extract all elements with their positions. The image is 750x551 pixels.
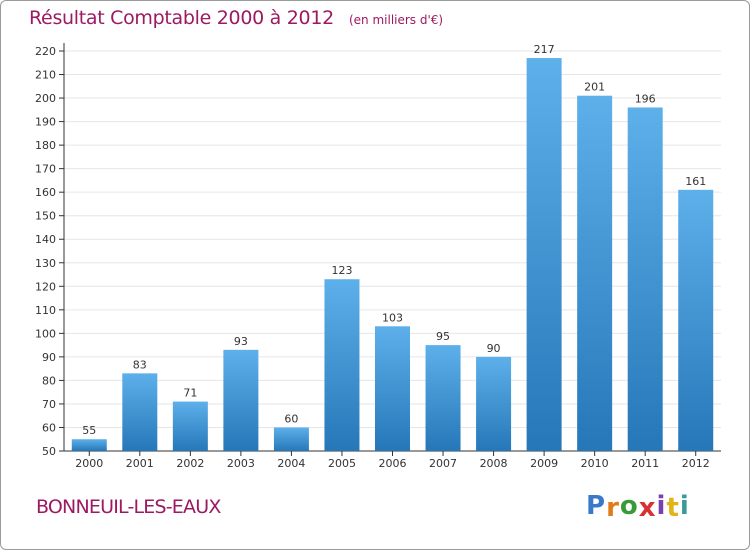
value-label: 90 — [487, 342, 501, 355]
x-tick-label: 2007 — [429, 457, 457, 470]
x-tick-label: 2010 — [581, 457, 609, 470]
y-tick-label: 170 — [35, 163, 56, 176]
y-tick-label: 80 — [42, 374, 56, 387]
y-tick-label: 60 — [42, 421, 56, 434]
proxiti-logo: Proxiti — [586, 491, 690, 523]
y-tick-label: 150 — [35, 210, 56, 223]
bar-2003 — [223, 349, 259, 451]
x-tick-label: 2009 — [530, 457, 558, 470]
y-tick-label: 180 — [35, 139, 56, 152]
value-label: 103 — [382, 311, 403, 324]
y-tick-label: 220 — [35, 45, 56, 58]
y-tick-label: 120 — [35, 280, 56, 293]
x-tick-label: 2001 — [126, 457, 154, 470]
bar-2007 — [425, 345, 461, 451]
y-tick-label: 200 — [35, 92, 56, 105]
value-label: 71 — [183, 387, 197, 400]
value-label: 201 — [584, 81, 605, 94]
y-tick-label: 110 — [35, 304, 56, 317]
labels: 50 60 70 80 90 100 110 120 130 140 150 160 170 180 190… — [35, 43, 710, 470]
bar-2002 — [172, 401, 208, 451]
value-label: 93 — [234, 335, 248, 348]
bar-2005 — [324, 279, 360, 451]
value-label: 217 — [534, 43, 555, 56]
logo-letter: i — [656, 491, 667, 521]
x-tick-label: 2004 — [277, 457, 305, 470]
y-tick-label: 160 — [35, 186, 56, 199]
city-name: BONNEUIL-LES-EAUX — [36, 496, 221, 518]
y-tick-label: 70 — [42, 398, 56, 411]
bar-2009 — [526, 58, 562, 451]
value-label: 161 — [685, 175, 706, 188]
value-label: 95 — [436, 330, 450, 343]
bar-2008 — [476, 356, 512, 451]
chart-title: Résultat Comptable 2000 à 2012 — [29, 7, 334, 29]
x-tick-label: 2002 — [176, 457, 204, 470]
x-tick-label: 2008 — [480, 457, 508, 470]
x-tick-label: 2003 — [227, 457, 255, 470]
bar-2010 — [577, 95, 613, 452]
x-tick-label: 2006 — [379, 457, 407, 470]
y-tick-label: 50 — [42, 445, 56, 458]
bar-2006 — [375, 326, 410, 451]
logo-letter: x — [638, 493, 657, 523]
y-tick-label: 210 — [35, 69, 56, 82]
y-tick-label: 90 — [42, 351, 56, 364]
y-tick-label: 130 — [35, 257, 56, 270]
x-tick-label: 2000 — [75, 457, 103, 470]
chart-unit: (en milliers d'€) — [348, 13, 444, 27]
logo-letter: P — [586, 491, 607, 521]
value-label: 83 — [133, 358, 147, 371]
logo-letter: o — [619, 491, 639, 521]
value-label: 196 — [635, 92, 656, 105]
x-tick-label: 2012 — [682, 457, 710, 470]
y-tick-label: 140 — [35, 233, 56, 246]
bar-2004 — [273, 427, 309, 451]
value-label: 123 — [331, 264, 352, 277]
logo-letter: t — [666, 493, 680, 523]
bar-2011 — [627, 107, 663, 452]
logo-letter: r — [606, 493, 620, 523]
logo-letter: i — [679, 491, 690, 521]
y-tick-label: 190 — [35, 116, 56, 129]
bar-2012 — [678, 189, 714, 451]
x-tick-label: 2011 — [631, 457, 659, 470]
value-label: 60 — [284, 412, 298, 425]
title-row: Résultat Comptable 2000 à 2012 (en milli… — [29, 7, 443, 29]
bars — [71, 58, 714, 452]
bar-2000 — [71, 439, 107, 451]
x-tick-label: 2005 — [328, 457, 356, 470]
value-label: 55 — [82, 424, 96, 437]
bar-2001 — [122, 373, 158, 451]
y-tick-label: 100 — [35, 327, 56, 340]
